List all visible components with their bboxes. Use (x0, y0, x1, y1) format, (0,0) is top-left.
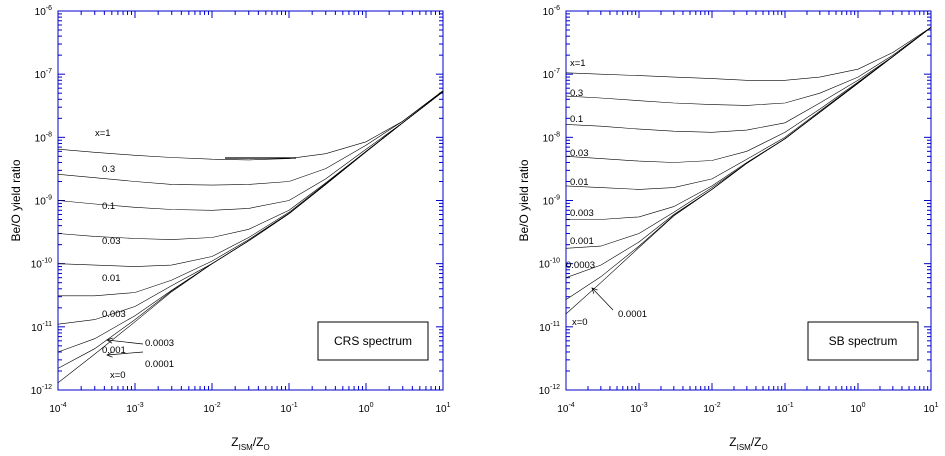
y-tick-label: 10-12 (31, 384, 52, 397)
legend-box: SB spectrum (807, 321, 919, 361)
label-arrow (106, 351, 144, 356)
x-tick-label: 100 (850, 402, 865, 415)
legend-frame (807, 321, 919, 361)
x-tick-label: 101 (923, 402, 938, 415)
series-line-4 (565, 27, 932, 190)
y-axis-label: Be/O yield ratio (517, 159, 531, 241)
x-tick-label: 10-1 (280, 402, 297, 415)
x-tick-label: 10-4 (557, 402, 574, 415)
series-label: x=0 (572, 317, 588, 328)
series-line-9 (565, 27, 932, 315)
legend-label: CRS spectrum (334, 334, 412, 348)
series-label: 0.1 (102, 201, 115, 212)
series-label: x=0 (110, 370, 126, 381)
series-line-3 (57, 91, 444, 240)
y-tick-label: 10-8 (543, 131, 560, 144)
series-line-0 (57, 90, 444, 161)
x-axis-label: ZISM/ZO (729, 435, 767, 452)
chart-panel-1: 10-4 10-3 10-2 10-1 100 101 10-12 10-11 10-10 10-… (9, 5, 451, 452)
arrow-head (106, 351, 113, 358)
legend-frame (317, 321, 429, 361)
x-tick-label: 100 (358, 402, 373, 415)
series-label: 0.3 (102, 164, 115, 175)
series-line-7 (565, 27, 932, 278)
series-line-9 (57, 91, 444, 384)
x-tick-label: 10-2 (703, 402, 720, 415)
y-tick-label: 10-10 (31, 258, 52, 271)
series-label: 0.03 (570, 148, 589, 159)
series-label: 0.001 (102, 345, 126, 356)
y-tick-label: 10-9 (543, 195, 560, 208)
y-tick-label: 10-6 (543, 5, 560, 18)
series-line-5 (566, 27, 932, 220)
x-axis-label: ZISM/ZO (231, 435, 269, 452)
legend-label: SB spectrum (829, 334, 898, 348)
legend-box: CRS spectrum (317, 321, 429, 361)
y-tick-label: 10-12 (539, 384, 560, 397)
y-tick-label: 10-8 (35, 131, 52, 144)
chart-panel-2: 10-4 10-3 10-2 10-1 100 101 10-12 10-11 10-10 10-… (517, 5, 939, 452)
series-label: 0.001 (570, 236, 594, 247)
y-tick-label: 10-10 (539, 258, 560, 271)
y-tick-label: 10-11 (31, 321, 52, 334)
y-tick-label: 10-7 (35, 68, 52, 81)
y-tick-label: 10-11 (539, 321, 560, 334)
series-label: x=1 (570, 58, 586, 69)
series-label: 0.0001 (618, 309, 647, 320)
label-arrow (106, 339, 144, 345)
series-label: 0.003 (570, 208, 594, 219)
series-label: 0.1 (570, 114, 583, 125)
x-tick-label: 10-3 (630, 402, 647, 415)
series-line-1 (57, 90, 444, 186)
label-arrow (591, 287, 614, 311)
series-line-1 (565, 27, 932, 106)
series-line-3 (565, 27, 932, 163)
series-line-0 (565, 27, 932, 81)
x-tick-label: 10-4 (49, 402, 66, 415)
series-label: 0.0003 (566, 260, 595, 271)
x-tick-label: 10-1 (776, 402, 793, 415)
y-tick-label: 10-9 (35, 195, 52, 208)
series-line-5 (58, 91, 444, 297)
x-tick-label: 10-2 (203, 402, 220, 415)
series-label: 0.0003 (145, 338, 174, 349)
x-tick-label: 101 (435, 402, 450, 415)
series-label: 0.03 (102, 236, 121, 247)
x-tick-label: 10-3 (126, 402, 143, 415)
series-label: 0.01 (570, 177, 589, 188)
series-label: x=1 (95, 128, 111, 139)
series-label: 0.0001 (145, 359, 174, 370)
series-line-2 (565, 27, 932, 133)
series-label: 0.3 (570, 88, 583, 99)
y-axis-label: Be/O yield ratio (9, 159, 23, 241)
arrow-head (106, 337, 113, 344)
series-label: 0.003 (102, 309, 126, 320)
y-tick-label: 10-6 (35, 5, 52, 18)
series-label: 0.01 (102, 273, 121, 284)
arrow-head (591, 287, 598, 294)
series-line-2 (57, 91, 444, 211)
y-tick-label: 10-7 (543, 68, 560, 81)
